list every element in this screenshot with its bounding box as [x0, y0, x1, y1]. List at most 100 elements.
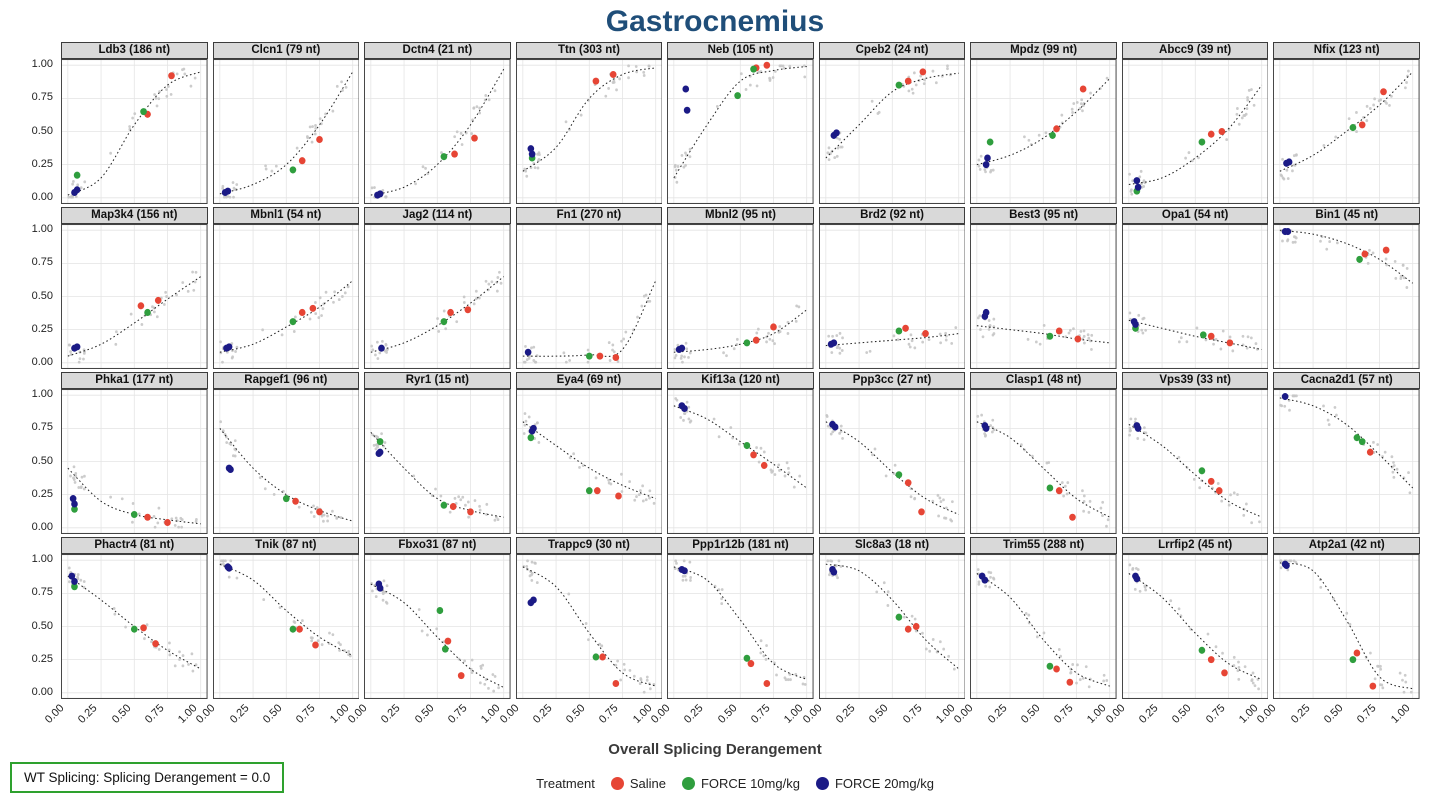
y-tick-label: 0.25	[31, 652, 53, 665]
gridlines	[364, 59, 511, 204]
gridlines	[667, 554, 814, 699]
force20-points	[1282, 228, 1292, 236]
force20-points	[828, 420, 839, 431]
panel-border	[61, 554, 208, 699]
force20-points	[1133, 422, 1142, 432]
facet-panel: Ldb3 (186 nt)	[61, 42, 208, 204]
panel-border	[212, 59, 360, 204]
facet-plot	[61, 389, 208, 534]
facet-strip: Slc8a3 (18 nt)	[818, 537, 966, 554]
force20-points	[374, 190, 384, 199]
facet-panel: Trim55 (288 nt)	[970, 537, 1117, 699]
saline-points	[1207, 656, 1228, 677]
force20-points	[224, 563, 232, 572]
x-tick-label: 0.25	[1288, 702, 1313, 726]
force10-points	[895, 471, 903, 479]
x-tick-label: 0.50	[109, 702, 134, 726]
facet-plot	[818, 389, 966, 534]
facet-panel: Eya4 (69 nt)	[515, 372, 663, 534]
panel-border	[515, 554, 663, 699]
background-points	[69, 465, 198, 529]
saline-points	[1207, 332, 1234, 347]
panel-border	[212, 389, 360, 534]
saline-points	[598, 653, 619, 687]
facet-strip: Clasp1 (48 nt)	[970, 372, 1117, 389]
y-tick-label: 0.00	[31, 685, 53, 698]
y-tick-label: 0.75	[31, 586, 53, 599]
trend-curve	[219, 280, 353, 353]
saline-points	[747, 660, 771, 687]
x-tick-label: 0.25	[1136, 702, 1161, 726]
panel-border	[970, 389, 1117, 534]
facet-plot	[818, 224, 966, 369]
x-tick-label: 0.75	[597, 702, 621, 726]
x-axis: 0.00 0.25 0.50 0.75 1.00	[801, 702, 966, 740]
x-tick-label: 0.75	[445, 702, 470, 726]
gridlines	[212, 59, 360, 204]
saline-points	[753, 323, 778, 344]
facet-strip: Cacna2d1 (57 nt)	[1273, 372, 1420, 389]
force20-points	[678, 402, 689, 412]
trend-curve	[370, 431, 504, 518]
background-points	[1279, 394, 1412, 495]
force20-points	[222, 343, 232, 352]
facet-strip: Abcc9 (39 nt)	[1121, 42, 1269, 59]
saline-points	[593, 487, 622, 500]
facet-strip: Neb (105 nt)	[667, 42, 814, 59]
background-points	[1279, 69, 1411, 181]
saline-points	[295, 625, 319, 649]
trend-curve	[522, 421, 656, 500]
x-axis: 0.00 0.25 0.50 0.75 1.00	[194, 702, 360, 740]
facet-panel: Jag2 (114 nt)	[364, 207, 511, 369]
x-tick-label: 1.00	[1388, 702, 1413, 726]
panel-border	[1273, 224, 1420, 369]
trend-curve	[825, 421, 959, 516]
gridlines	[667, 389, 814, 534]
gridlines	[515, 554, 663, 699]
saline-points	[298, 304, 316, 316]
x-tick-label: 0.75	[900, 702, 925, 726]
force10-points	[144, 308, 151, 316]
panel-border	[818, 59, 966, 204]
gridlines	[1121, 554, 1269, 699]
background-points	[826, 559, 956, 671]
force20-points	[1282, 393, 1289, 401]
force20-points	[983, 154, 992, 169]
facet-strip: Mpdz (99 nt)	[970, 42, 1117, 59]
force10-points	[585, 352, 593, 360]
saline-points	[1207, 127, 1226, 138]
saline-points	[444, 637, 465, 680]
force10-points	[436, 607, 449, 653]
facet-plot	[1121, 389, 1269, 534]
facet-strip: Cpeb2 (24 nt)	[818, 42, 966, 59]
gridlines	[61, 389, 208, 534]
force10-points	[592, 653, 599, 661]
gridlines	[818, 59, 966, 204]
background-points	[826, 64, 952, 162]
background-points	[522, 293, 651, 364]
force10-points	[1350, 656, 1357, 664]
panel-border	[970, 224, 1117, 369]
trend-curve	[219, 71, 353, 195]
facet-plot	[1273, 224, 1420, 369]
force10-points	[440, 318, 448, 326]
background-points	[67, 566, 198, 673]
force10-points	[1354, 434, 1366, 446]
panel-border	[515, 389, 663, 534]
force20-points	[828, 566, 837, 576]
panel-border	[667, 224, 814, 369]
legend-item-force10: FORCE 10mg/kg	[681, 776, 800, 791]
gridlines	[515, 59, 663, 204]
facet-panel: Ryr1 (15 nt)	[364, 372, 511, 534]
x-tick-label: 0.50	[260, 702, 285, 726]
gridlines	[515, 224, 663, 369]
facet-panel: Slc8a3 (18 nt)	[818, 537, 966, 699]
trend-curve	[1280, 397, 1414, 489]
force20-points	[1132, 572, 1141, 583]
force10-points	[289, 166, 296, 174]
force20-points	[527, 596, 537, 607]
facet-plot	[970, 389, 1117, 534]
gridlines	[212, 554, 360, 699]
facet-plot	[364, 554, 511, 699]
facet-strip: Lrrfip2 (45 nt)	[1121, 537, 1269, 554]
